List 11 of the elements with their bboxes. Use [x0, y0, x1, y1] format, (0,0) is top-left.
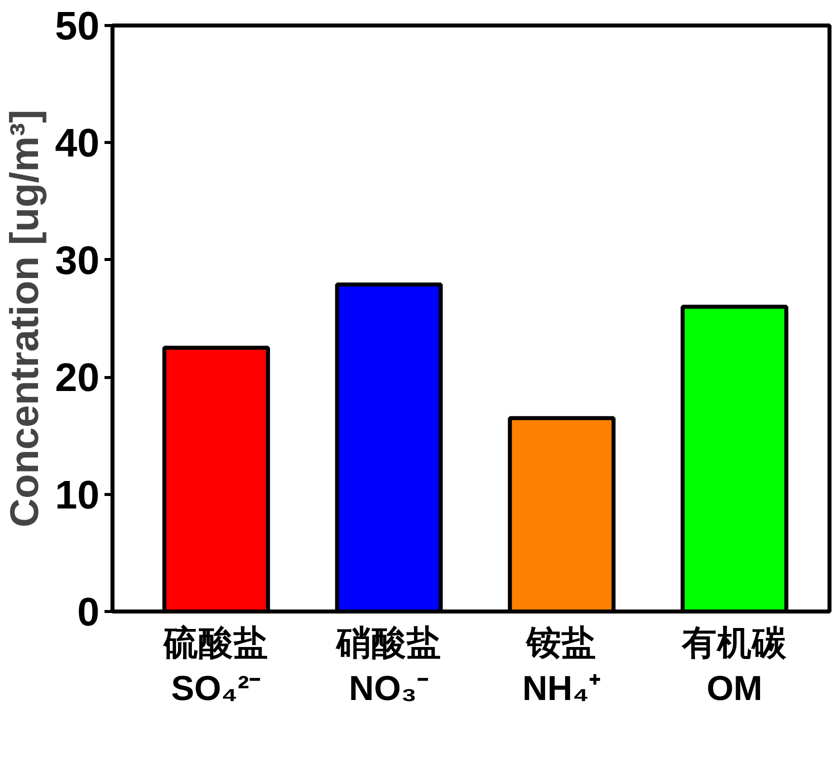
y-tick-label: 20 — [55, 356, 100, 400]
y-axis-title: Concentration [ug/m³] — [3, 110, 48, 528]
y-tick-label: 10 — [55, 473, 100, 518]
x-tick-label: 铵盐 NH₄⁺ — [522, 624, 601, 708]
x-tick-label: 硝酸盐 NO₃⁻ — [334, 624, 442, 708]
x-tick-label: 有机碳 OM — [680, 624, 788, 708]
y-tick-label: 50 — [55, 4, 100, 48]
y-tick-label: 0 — [77, 590, 100, 634]
y-tick-label: 30 — [55, 238, 100, 283]
y-tick-label: 40 — [55, 122, 100, 166]
x-tick-label: 硫酸盐 SO₄²⁻ — [162, 624, 269, 708]
